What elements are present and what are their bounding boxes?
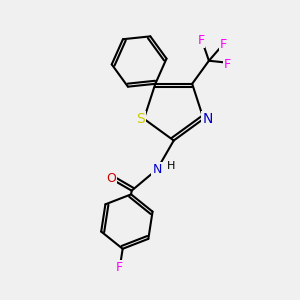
Text: F: F bbox=[116, 261, 123, 274]
Text: H: H bbox=[167, 161, 176, 171]
Text: N: N bbox=[152, 163, 162, 176]
Text: O: O bbox=[106, 172, 116, 185]
Text: F: F bbox=[197, 34, 204, 47]
Text: F: F bbox=[220, 38, 227, 51]
Text: N: N bbox=[202, 112, 212, 126]
Text: S: S bbox=[136, 112, 145, 126]
Text: F: F bbox=[224, 58, 231, 71]
